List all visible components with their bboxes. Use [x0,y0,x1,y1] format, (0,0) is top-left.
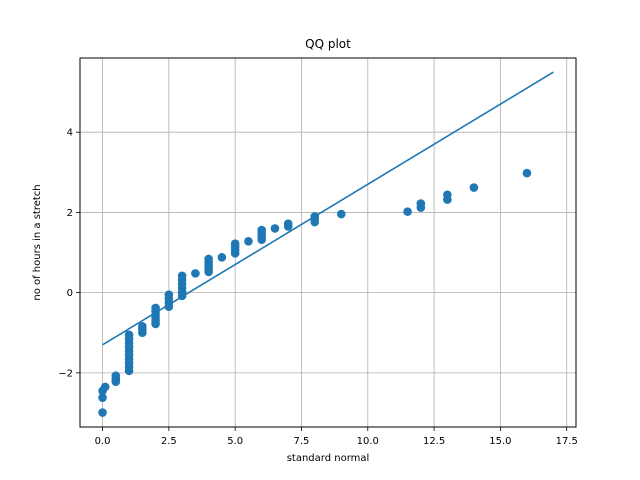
chart-title: QQ plot [305,37,351,51]
x-tick-label: 2.5 [161,436,177,447]
data-point [100,382,110,392]
data-point [151,303,160,313]
y-axis-label: no of hours in a stretch [32,184,43,300]
x-tick-label: 5.0 [227,436,243,447]
grid [80,58,576,427]
x-tick-label: 10.0 [357,436,379,447]
ticks: 0.0 2.5 5.0 7.5 10.0 12.5 15.0 17.5 −2 0 2 4 [58,128,578,447]
y-tick-label: 4 [67,128,73,139]
reference-line [102,71,554,346]
data-point [98,408,107,417]
data-point [230,239,240,249]
data-point [177,271,187,281]
data-point [124,330,134,340]
data-point [257,225,266,235]
data-point [191,269,200,278]
y-tick-label: −2 [58,368,73,379]
data-point [416,199,426,208]
x-tick-label: 17.5 [556,436,578,447]
data-point [217,253,227,262]
y-tick-label: 0 [67,288,73,299]
data-point [403,207,412,216]
x-axis-label: standard normal [287,453,370,464]
data-point [164,290,174,299]
data-point [111,371,121,380]
data-point [98,393,107,403]
y-tick-label: 2 [67,208,73,219]
data-point [443,190,452,200]
data-point [522,168,532,178]
data-point [283,219,293,228]
data-point [204,254,213,264]
data-layer [98,71,554,417]
x-tick-label: 7.5 [294,436,310,447]
data-point [336,209,346,219]
data-point [244,236,253,246]
x-tick-label: 0.0 [95,436,111,447]
data-point [270,224,280,233]
data-point [138,322,147,331]
x-tick-label: 12.5 [423,436,445,447]
plot-frame [79,57,577,428]
x-tick-label: 15.0 [489,436,511,447]
data-point [469,183,479,192]
